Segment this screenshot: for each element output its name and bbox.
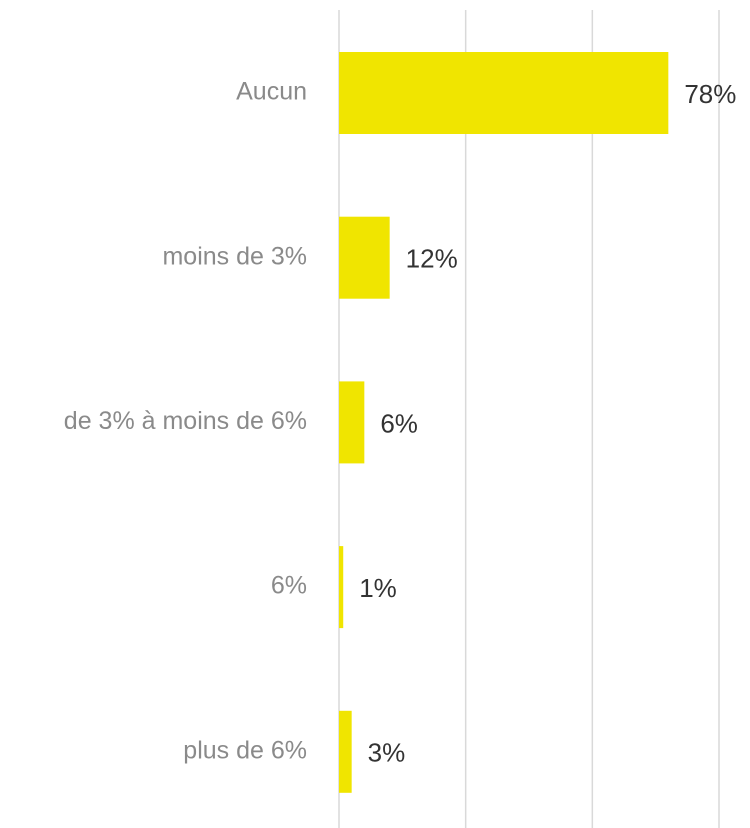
bar	[339, 710, 352, 793]
value-label: 1%	[359, 573, 397, 603]
category-label: de 3% à moins de 6%	[64, 407, 307, 435]
value-label: 78%	[684, 79, 736, 109]
category-label: 6%	[271, 572, 307, 600]
bar	[339, 52, 669, 134]
value-label: 3%	[368, 738, 406, 768]
bar	[339, 546, 344, 629]
value-label: 6%	[380, 408, 418, 438]
category-label: plus de 6%	[183, 736, 307, 764]
bar	[339, 381, 365, 464]
category-label: Aucun	[236, 78, 307, 106]
value-label: 12%	[406, 244, 458, 274]
bar	[339, 216, 390, 299]
category-label: moins de 3%	[162, 242, 307, 270]
